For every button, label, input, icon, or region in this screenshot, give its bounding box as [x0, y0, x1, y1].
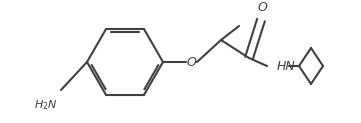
Text: H$_2$N: H$_2$N	[34, 98, 58, 112]
Text: HN: HN	[277, 60, 296, 72]
Text: O: O	[186, 55, 196, 69]
Text: O: O	[257, 1, 267, 14]
